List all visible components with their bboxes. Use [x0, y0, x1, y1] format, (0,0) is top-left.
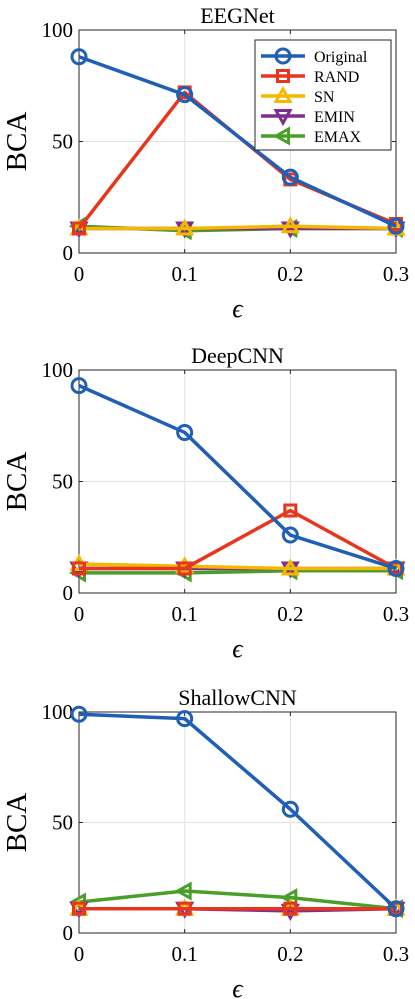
data-point-rand	[177, 901, 192, 916]
y-axis-label: BCA	[1, 793, 33, 853]
data-point-original	[70, 705, 88, 723]
data-point-original	[176, 710, 194, 728]
y-tick-label: 0	[63, 921, 74, 945]
series-original	[70, 377, 405, 577]
data-point-original	[70, 48, 88, 66]
data-point-sn	[280, 558, 300, 576]
legend-label: SN	[314, 89, 335, 106]
legend-swatch-marker	[274, 47, 292, 65]
x-tick-label: 0.2	[277, 942, 303, 966]
series-line-emax	[78, 889, 397, 911]
series-line-sn	[79, 224, 397, 231]
y-tick-label: 0	[63, 581, 74, 605]
y-tick-label: 50	[52, 130, 73, 154]
legend-entry-original: Original	[261, 47, 368, 66]
series-line-original	[78, 55, 397, 228]
x-axis-label: ϵ	[232, 974, 244, 999]
legend-entry-emax: EMAX	[261, 126, 362, 146]
y-tick-label: 100	[42, 18, 74, 42]
legend-swatch-marker	[273, 109, 293, 127]
data-point-original	[387, 217, 405, 235]
chart-panel-deepcnn: 0 0.1 0.2 0.3 0 50 100 DeepCNN ϵ BCA	[1, 343, 409, 663]
data-point-sn	[280, 216, 300, 234]
data-point-original	[176, 423, 194, 441]
legend-entry-emin: EMIN	[261, 109, 355, 127]
x-tick-label: 0	[74, 602, 85, 626]
data-point-original	[387, 559, 405, 577]
data-point-rand	[283, 503, 298, 518]
data-point-original	[281, 526, 299, 544]
data-point-original	[281, 800, 299, 818]
x-tick-label: 0.1	[172, 262, 198, 286]
y-tick-label: 100	[42, 700, 74, 724]
x-tick-label: 0.1	[172, 942, 198, 966]
x-tick-label: 0	[74, 262, 85, 286]
data-point-emax	[174, 881, 192, 901]
series-original	[70, 705, 405, 918]
x-axis-label: ϵ	[232, 294, 244, 323]
series-line-rand	[79, 508, 397, 571]
series-line-original	[78, 384, 397, 571]
x-tick-label: 0.3	[383, 942, 409, 966]
legend-entry-rand: RAND	[261, 69, 359, 86]
legend-label: Original	[314, 49, 368, 66]
data-point-rand	[72, 901, 86, 916]
data-point-original	[70, 377, 88, 395]
data-point-original	[176, 86, 194, 104]
x-tick-label: 0	[74, 942, 85, 966]
chart-panel-eegnet: 0 0.1 0.2 0.3 0 50 100 EEGNet ϵ BCA Original RAND SN…	[1, 3, 409, 323]
x-tick-label: 0.3	[383, 602, 409, 626]
legend-label: EMIN	[314, 109, 355, 126]
x-tick-label: 0.1	[172, 602, 198, 626]
chart-panel-shallowcnn: 0 0.1 0.2 0.3 0 50 100 ShallowCNN ϵ BCA	[1, 685, 409, 999]
series-sn	[69, 216, 406, 236]
data-point-rand	[72, 561, 86, 576]
data-point-rand	[177, 561, 192, 576]
y-axis-label: BCA	[1, 452, 33, 512]
data-point-original	[281, 168, 299, 186]
legend: Original RAND SN EMIN EMAX	[254, 39, 392, 151]
y-tick-label: 100	[42, 358, 74, 382]
x-axis-label: ϵ	[232, 634, 244, 663]
data-point-emin	[280, 221, 300, 239]
x-tick-label: 0.2	[277, 602, 303, 626]
y-axis-label: BCA	[1, 112, 33, 172]
x-tick-label: 0.2	[277, 262, 303, 286]
series-line-original	[78, 712, 398, 910]
y-tick-label: 50	[52, 470, 73, 494]
x-tick-label: 0.3	[383, 262, 409, 286]
y-tick-label: 50	[52, 811, 73, 835]
chart-title: EEGNet	[200, 3, 275, 28]
data-point-original	[387, 900, 405, 918]
legend-label: EMAX	[314, 129, 362, 146]
data-point-rand	[72, 221, 86, 236]
legend-swatch-marker	[272, 126, 290, 146]
chart-title: DeepCNN	[191, 343, 284, 368]
legend-swatch-marker	[276, 69, 290, 83]
series-line-sn	[78, 562, 396, 571]
series-line-emax	[79, 568, 396, 575]
data-point-sn	[175, 218, 195, 236]
legend-label: RAND	[314, 69, 359, 86]
legend-entry-sn: SN	[261, 85, 335, 106]
data-point-rand	[283, 901, 298, 916]
data-point-emin	[280, 903, 300, 921]
chart-title: ShallowCNN	[178, 685, 297, 710]
legend-swatch-marker	[273, 85, 293, 103]
series-original	[70, 48, 405, 235]
y-tick-label: 0	[63, 241, 74, 265]
